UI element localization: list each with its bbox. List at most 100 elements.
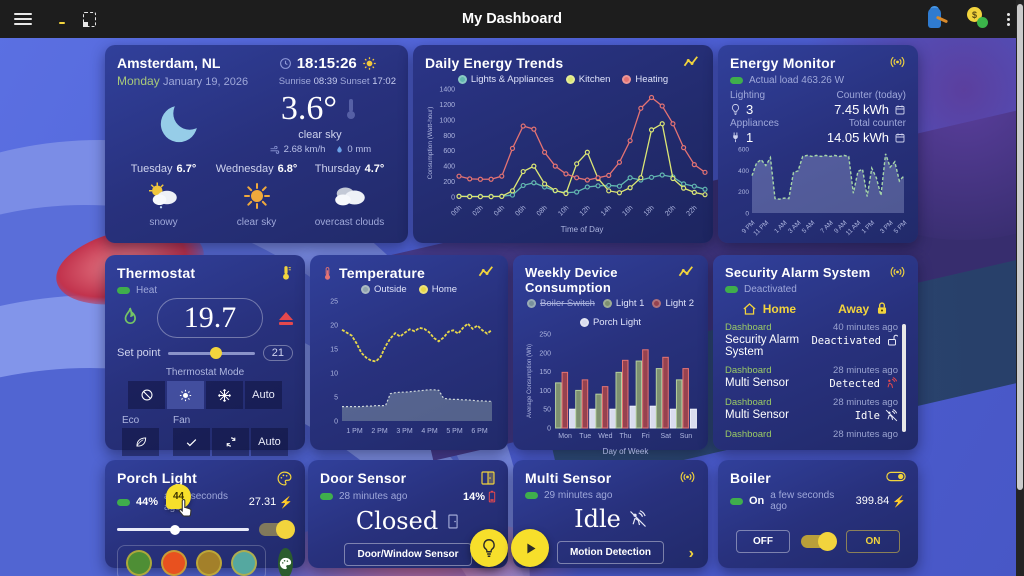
svg-text:0: 0 [745,211,749,218]
svg-text:5: 5 [334,395,338,402]
porch-light-card[interactable]: Porch Light 44% a few seconds ago 27.31 … [105,460,305,576]
door-window-sensor-button[interactable]: Door/Window Sensor [344,543,472,566]
color-swatch-green[interactable] [126,550,152,576]
setpoint-value: 21 [262,345,293,361]
user-avatar[interactable] [925,6,951,32]
moon-icon [161,105,198,142]
svg-text:25: 25 [330,299,338,306]
play-fab-button[interactable] [511,529,549,567]
svg-text:08h: 08h [536,204,549,217]
menu-icon[interactable] [14,13,32,25]
svg-text:Thu: Thu [619,433,631,440]
dashboard-grid-icon[interactable] [50,12,65,27]
svg-text:06h: 06h [514,204,527,217]
weather-card[interactable]: Amsterdam, NL Monday January 19, 2026 18… [105,45,408,243]
legend-item[interactable]: Light 2 [652,298,694,309]
svg-text:02h: 02h [472,204,485,217]
security-card[interactable]: Security Alarm System Deactivated Home A… [713,255,918,450]
trend-chart-icon [683,56,698,67]
mode-off-button[interactable] [128,381,165,409]
palette-icon [277,471,292,486]
overflow-menu-icon[interactable] [1007,12,1010,26]
temperature-chart: 0 5 10 15 20 25 1 PM 2 PM 3 PM 4 PM 5 PM 6 PM [330,299,493,435]
color-picker-button[interactable] [278,548,293,576]
log-entry[interactable]: Dashboard Security Alarm System 40 minute… [725,322,898,358]
boiler-on-button[interactable]: ON [846,530,900,553]
counter-today-value: 7.45 kWh [818,102,906,117]
fan-on-button[interactable] [173,428,210,456]
mode-heat-button[interactable] [167,381,204,409]
boiler-toggle[interactable] [801,532,837,551]
svg-text:Consumption (Watt-hour): Consumption (Watt-hour) [427,107,434,180]
legend-item[interactable]: Heating [622,74,668,85]
color-swatch-red[interactable] [161,550,187,576]
arm-away-button[interactable]: Away [838,301,889,316]
brightness-slider[interactable] [117,524,249,535]
page-scrollbar[interactable] [1016,0,1024,576]
scrollbar-thumb[interactable] [1017,4,1023,490]
svg-text:5 AM: 5 AM [801,219,816,234]
log-entry[interactable]: Dashboard Multi Sensor 28 minutes ago Idl… [725,397,898,422]
card-title: Daily Energy Trends [425,55,564,71]
mode-cool-button[interactable] [206,381,243,409]
weather-location: Amsterdam, NL [117,55,221,71]
slider-knob[interactable] [170,524,181,535]
log-entry[interactable]: DashboardDoor Sensor 28 minutes ago Clos… [725,429,898,440]
legend-item[interactable]: Light 1 [602,298,644,309]
svg-text:200: 200 [443,179,455,186]
svg-text:600: 600 [443,148,455,155]
legend-item[interactable]: Porch Light [579,317,641,328]
edit-layout-icon[interactable] [82,11,96,27]
svg-text:18h: 18h [643,204,656,217]
wind-icon [270,145,279,154]
motion-detection-button[interactable]: Motion Detection [556,541,665,564]
svg-text:12h: 12h [579,204,592,217]
color-swatch-teal[interactable] [231,550,257,576]
temperature-card[interactable]: Temperature Outside Home 0 5 10 15 20 25 1 PM 2… [310,255,508,450]
thermostat-card[interactable]: Thermostat Heat 19.7 Set point 21 Thermo… [105,255,305,456]
fan-auto-cycle-button[interactable] [212,428,249,456]
card-title: Door Sensor [320,470,407,486]
list-scrollbar[interactable] [902,324,906,432]
actual-load: Actual load 463.26 W [749,75,845,86]
boiler-off-button[interactable]: OFF [736,530,790,553]
lightbulb-icon [483,539,495,557]
svg-text:400: 400 [738,168,749,175]
svg-text:Average Consumption (Wh): Average Consumption (Wh) [527,344,533,418]
heat-up-icon[interactable] [279,311,293,325]
energy-monitor-card[interactable]: Energy Monitor Actual load 463.26 W Ligh… [718,45,918,243]
card-title: Thermostat [117,265,196,281]
svg-text:600: 600 [738,147,749,154]
notification-badge[interactable]: $ [967,7,991,31]
light-toggle[interactable] [259,520,295,539]
light-fab-button[interactable] [470,529,508,567]
legend-item[interactable]: Boiler Switch [527,298,595,309]
logbook-list[interactable]: Dashboard Security Alarm System 40 minute… [725,322,906,440]
slider-knob[interactable] [209,347,222,359]
plug-icon [733,132,738,143]
legend-item[interactable]: Lights & Appliances [457,74,554,85]
fan-auto-button[interactable]: Auto [251,428,288,456]
setpoint-slider[interactable] [168,347,255,359]
svg-text:800: 800 [443,133,455,140]
chevron-right-icon[interactable]: › [688,545,694,562]
color-swatch-olive[interactable] [196,550,222,576]
weekly-consumption-card[interactable]: Weekly Device Consumption Boiler Switch … [513,255,708,456]
sunset-time: 17:02 [372,76,396,87]
mode-auto-button[interactable]: Auto [245,381,282,409]
door-state: Closed [355,507,439,535]
arm-home-button[interactable]: Home [742,301,796,316]
slider-tooltip: 44 [166,484,191,509]
svg-text:1000: 1000 [439,117,455,124]
lightning-icon: ⚡ [892,495,906,508]
boiler-card[interactable]: Boiler On a few seconds ago 399.84 ⚡ OFF… [718,460,918,568]
legend-item[interactable]: Kitchen [565,74,610,85]
legend-item[interactable]: Home [418,284,457,295]
status-pill [117,498,130,506]
energy-trends-card[interactable]: Daily Energy Trends Lights & Appliances … [413,45,713,243]
last-changed: a few seconds ago [770,490,835,512]
legend-item[interactable]: Outside [360,284,407,295]
eco-leaf-button[interactable] [122,428,159,456]
log-entry[interactable]: Dashboard Multi Sensor 28 minutes ago Det… [725,365,898,390]
